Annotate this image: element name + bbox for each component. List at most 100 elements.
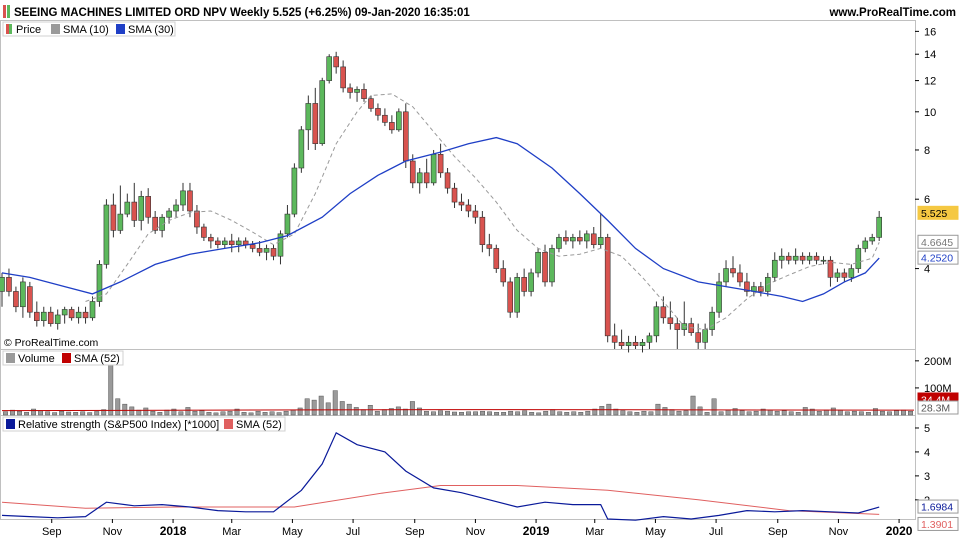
price-tick-label: 6: [924, 194, 930, 206]
source-link[interactable]: www.ProRealTime.com: [828, 7, 956, 19]
candle-body: [235, 240, 242, 245]
volume-bar: [353, 407, 359, 416]
candle-body: [507, 281, 514, 313]
volume-bar: [395, 406, 401, 416]
volume-bar: [564, 412, 570, 416]
candle-body: [632, 341, 639, 346]
candle-body: [674, 323, 681, 330]
x-tick-label: Sep: [42, 526, 62, 538]
axis-layer: 468101214165.5254.66454.2520100M200M34.4…: [42, 26, 959, 538]
volume-bar: [851, 410, 857, 416]
rs-panel: [0, 415, 916, 520]
rs-sma-line: [1, 485, 880, 515]
last-price-tag-group: 5.525: [917, 205, 959, 220]
volume-sma-line: [1, 409, 915, 412]
volume-bar: [115, 398, 121, 416]
candle-body: [319, 80, 326, 144]
volume-bar: [269, 411, 275, 416]
volume-bar: [318, 395, 324, 416]
candle-body: [89, 301, 96, 319]
candle-body: [869, 237, 876, 242]
price-tick-label: 16: [924, 26, 936, 38]
candle-body: [54, 314, 61, 324]
candle-body: [347, 87, 353, 93]
volume-bar: [17, 410, 22, 416]
rs-value-tag-bg: [917, 499, 959, 514]
volume-bar: [746, 411, 752, 416]
volume-bar: [788, 411, 794, 416]
candle-body: [152, 216, 158, 231]
legend-vol-sma: SMA (52): [74, 353, 120, 365]
volume-bar: [388, 408, 394, 416]
x-tick-label: May: [645, 526, 666, 538]
candle-body: [841, 272, 848, 278]
candle-body: [103, 204, 110, 265]
volume-bar: [711, 398, 717, 416]
candle-body: [340, 66, 346, 89]
candle-body: [709, 311, 715, 330]
candle-body: [270, 248, 277, 257]
candle-body: [131, 201, 138, 221]
volume-bar: [634, 412, 640, 416]
volume-bar: [325, 402, 331, 416]
volume-bar: [690, 395, 696, 416]
rs-sma-value-tag-bg: [917, 516, 959, 531]
volume-bar: [374, 410, 380, 416]
candle-body: [145, 196, 151, 218]
candle-body: [723, 268, 729, 283]
sma10-value-tag: 4.6645: [921, 237, 953, 249]
candle-body: [771, 259, 778, 278]
sma30-line: [1, 136, 880, 303]
chart-title: SEEING MACHINES LIMITED ORD NPV Weekly 5…: [14, 7, 470, 19]
volume-bar: [578, 412, 584, 416]
x-tick-label: Nov: [466, 526, 486, 538]
header-logo-red: [3, 5, 6, 18]
candle-body: [249, 244, 256, 249]
volume-bar: [430, 411, 436, 416]
volume-bar: [865, 412, 871, 416]
volume-bar: [143, 407, 149, 416]
candle-body: [305, 103, 312, 131]
price-tick-label: 10: [924, 107, 936, 119]
volume-bar: [599, 406, 605, 416]
volume-bar: [3, 411, 8, 416]
candle-body: [862, 240, 869, 249]
candle-body: [458, 201, 465, 206]
candle-body: [667, 317, 674, 324]
candle-body: [535, 251, 541, 274]
candle-body: [611, 335, 618, 343]
volume-bar: [473, 411, 478, 416]
candle-body: [577, 237, 583, 242]
volume-bar: [409, 401, 415, 416]
volume-bar: [774, 410, 780, 416]
volume-bar: [171, 408, 177, 416]
candle-body: [284, 213, 291, 235]
price-swatch-red: [6, 24, 9, 34]
rs-value-tag-group: 1.6984: [917, 499, 959, 514]
volume-bar: [816, 410, 822, 416]
candle-body: [361, 89, 367, 99]
volume-bar: [550, 409, 556, 416]
volume-bar: [886, 411, 892, 416]
volume-bar: [543, 410, 549, 416]
price-swatch-green: [9, 24, 12, 34]
candle-body: [221, 240, 228, 245]
volume-value-tag: 28.3M: [921, 403, 950, 415]
volume-bar: [304, 398, 310, 416]
volume-bar: [178, 411, 184, 416]
volume-layer: [1, 363, 915, 416]
candle-body: [785, 255, 792, 261]
volume-bar: [802, 407, 808, 416]
sma30-value-tag: 4.2520: [921, 253, 953, 265]
candle-body: [730, 268, 736, 274]
volume-bar: [136, 409, 142, 416]
volume-bar: [648, 411, 654, 416]
candle-body: [716, 281, 722, 313]
sma30-swatch: [116, 24, 125, 34]
rs-layer: [1, 431, 880, 521]
volume-bar: [480, 410, 486, 416]
volume-bar: [94, 411, 100, 416]
candle-body: [368, 98, 374, 109]
